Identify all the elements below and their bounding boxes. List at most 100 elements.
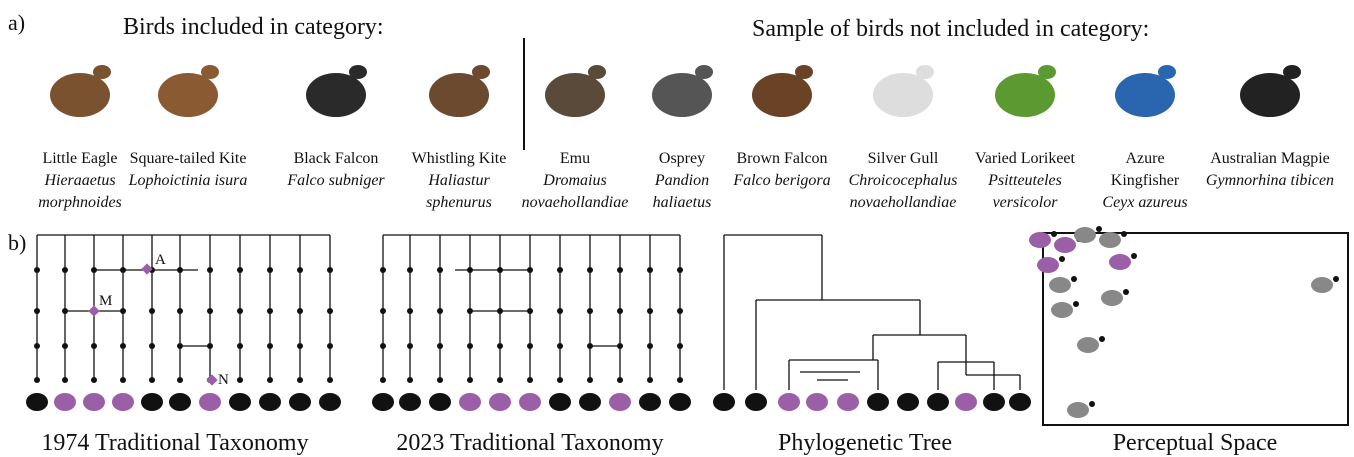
silhouette xyxy=(549,393,571,411)
scientific-name: Chroicocephalus xyxy=(849,172,958,189)
tree-node xyxy=(380,308,386,314)
silhouette xyxy=(459,393,481,411)
bird-head xyxy=(695,65,713,79)
silhouette xyxy=(955,393,977,411)
tree-node xyxy=(617,267,623,273)
node-marker xyxy=(141,263,152,274)
bird-head xyxy=(1158,65,1176,79)
tree-node xyxy=(62,267,68,273)
tree-node xyxy=(120,343,126,349)
common-name: Emu xyxy=(560,150,590,167)
silhouette xyxy=(579,393,601,411)
tree-node xyxy=(557,267,563,273)
tree-node xyxy=(1096,226,1102,232)
tree-node xyxy=(91,343,97,349)
tree-node xyxy=(207,308,213,314)
perceptual-silhouette xyxy=(1077,337,1099,353)
bird-head xyxy=(1038,65,1056,79)
bird-photo xyxy=(652,73,712,117)
scientific-name: Falco subniger xyxy=(286,172,385,189)
bird-head xyxy=(795,65,813,79)
bird-head xyxy=(201,65,219,79)
tree-node xyxy=(237,308,243,314)
figure: a) Birds included in category: Sample of… xyxy=(0,0,1354,457)
tree-node xyxy=(557,343,563,349)
tree-node xyxy=(237,343,243,349)
perceptual-silhouette xyxy=(1067,402,1089,418)
tree-node xyxy=(1051,231,1057,237)
tree-node xyxy=(120,377,126,383)
silhouette xyxy=(778,393,800,411)
bird-head xyxy=(916,65,934,79)
scientific-name: haliaetus xyxy=(653,194,712,211)
bird-photo xyxy=(545,73,605,117)
tree-node xyxy=(327,343,333,349)
silhouette xyxy=(983,393,1005,411)
scientific-name: sphenurus xyxy=(426,194,492,211)
tree-node xyxy=(267,377,273,383)
common-name: Azure xyxy=(1125,150,1164,167)
silhouette xyxy=(837,393,859,411)
tree-node xyxy=(1073,301,1079,307)
perceptual-silhouette xyxy=(1109,254,1131,270)
diagram-caption: 1974 Traditional Taxonomy xyxy=(41,430,308,456)
tree-node xyxy=(34,343,40,349)
tree-node xyxy=(297,267,303,273)
tree-node xyxy=(1131,253,1137,259)
silhouette xyxy=(141,393,163,411)
tree-node xyxy=(437,308,443,314)
perceptual-silhouette xyxy=(1037,257,1059,273)
tree-node xyxy=(267,267,273,273)
scientific-name: versicolor xyxy=(993,194,1059,211)
perceptual-frame xyxy=(1043,233,1348,425)
tree-node xyxy=(177,308,183,314)
scientific-name: Gymnorhina tibicen xyxy=(1206,172,1334,189)
scientific-name: Falco berigora xyxy=(732,172,830,189)
bird-head xyxy=(349,65,367,79)
tree-node xyxy=(380,267,386,273)
tree-node xyxy=(380,343,386,349)
silhouette xyxy=(639,393,661,411)
perceptual-silhouette xyxy=(1051,302,1073,318)
bird-head xyxy=(472,65,490,79)
tree-node xyxy=(237,267,243,273)
tree-node xyxy=(327,308,333,314)
common-name: Brown Falcon xyxy=(736,150,827,167)
silhouette xyxy=(927,393,949,411)
content: Little EagleHieraaetusmorphnoidesSquare-… xyxy=(26,65,1339,456)
node-label: A xyxy=(155,252,166,268)
tree-node xyxy=(91,377,97,383)
bird-head xyxy=(1283,65,1301,79)
scientific-name: novaehollandiae xyxy=(522,194,629,211)
panel-label: a) xyxy=(8,10,25,35)
scientific-name: Pandion xyxy=(654,172,709,189)
common-name: Osprey xyxy=(659,150,705,167)
silhouette xyxy=(112,393,134,411)
tree-node xyxy=(149,308,155,314)
tree-node xyxy=(327,377,333,383)
tree-node xyxy=(497,377,503,383)
silhouette xyxy=(429,393,451,411)
silhouette xyxy=(609,393,631,411)
tree-node xyxy=(437,377,443,383)
common-name: Kingfisher xyxy=(1111,172,1180,189)
common-name: Little Eagle xyxy=(42,150,117,167)
diagram-caption: 2023 Traditional Taxonomy xyxy=(396,430,663,456)
silhouette xyxy=(319,393,341,411)
tree-node xyxy=(1123,289,1129,295)
tree-node xyxy=(34,308,40,314)
panel-label: b) xyxy=(8,230,26,255)
tree-node xyxy=(267,308,273,314)
tree-node xyxy=(207,267,213,273)
node-marker xyxy=(88,305,99,316)
scientific-name: Ceyx azureus xyxy=(1102,194,1187,211)
common-name: Silver Gull xyxy=(868,150,939,167)
scientific-name: Dromaius xyxy=(542,172,606,189)
bird-photo xyxy=(1115,73,1175,117)
silhouette xyxy=(199,393,221,411)
silhouette xyxy=(372,393,394,411)
tree-node xyxy=(380,377,386,383)
tree-node xyxy=(407,377,413,383)
tree-node xyxy=(1099,336,1105,342)
scientific-name: novaehollandiae xyxy=(850,194,957,211)
